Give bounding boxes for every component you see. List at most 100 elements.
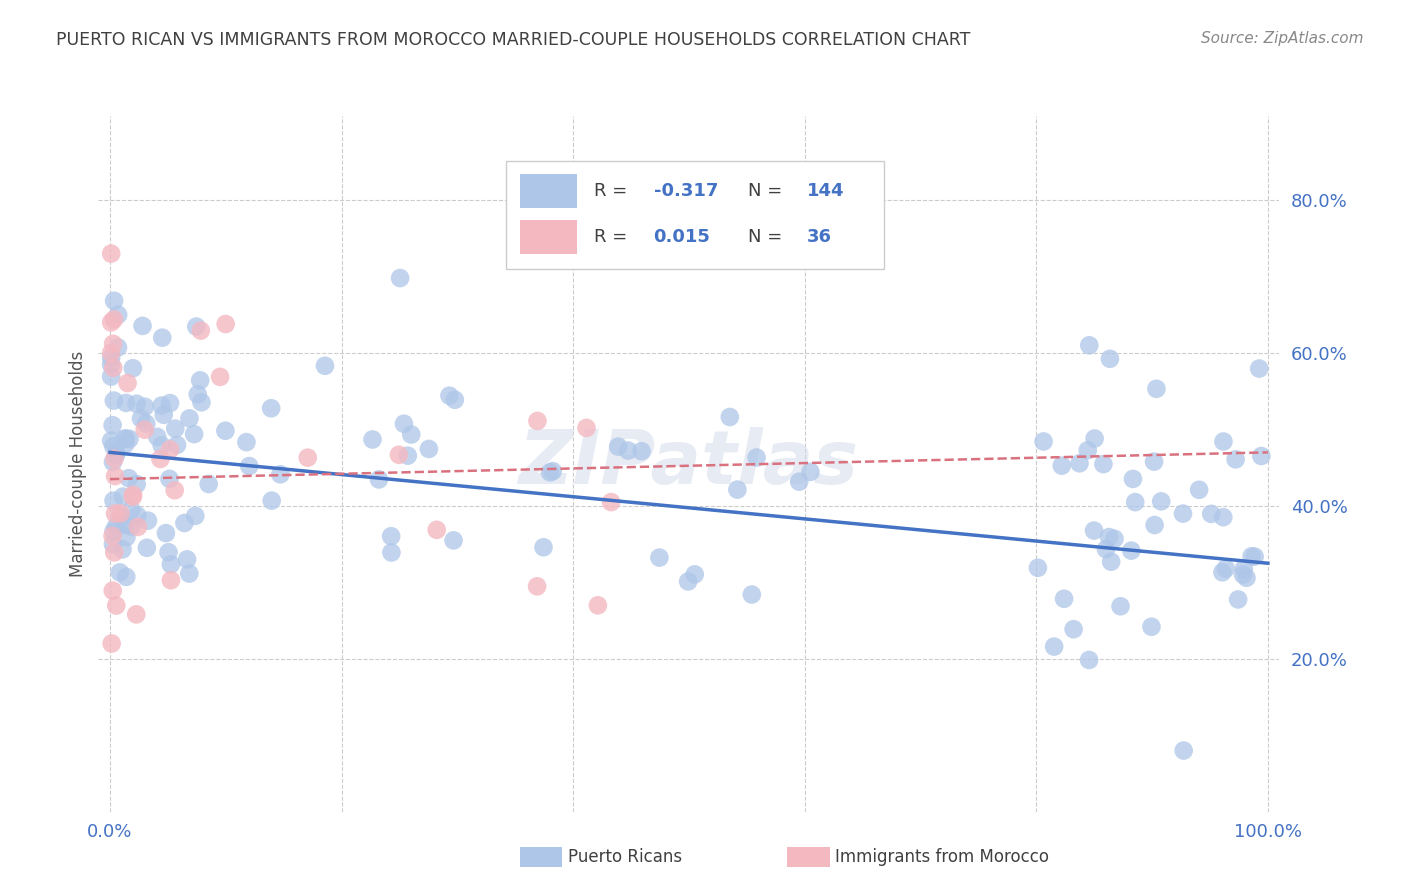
- Point: [1084, 432, 1107, 446]
- Point: [190, 395, 212, 409]
- Point: [214, 424, 236, 438]
- Point: [1078, 338, 1101, 352]
- Point: [444, 392, 467, 407]
- Point: [238, 459, 260, 474]
- Point: [104, 448, 127, 462]
- Point: [648, 550, 671, 565]
- Point: [1225, 452, 1247, 467]
- Point: [1232, 567, 1254, 582]
- Point: [115, 431, 138, 445]
- Point: [314, 359, 336, 373]
- Point: [101, 455, 124, 469]
- Point: [392, 417, 415, 431]
- Point: [1146, 382, 1168, 396]
- Point: [1240, 549, 1263, 564]
- Point: [1121, 543, 1143, 558]
- Point: [683, 567, 706, 582]
- Point: [1227, 592, 1250, 607]
- Point: [541, 464, 564, 478]
- Point: [101, 583, 124, 598]
- Point: [1143, 518, 1166, 533]
- Point: [190, 324, 212, 338]
- Point: [396, 449, 419, 463]
- Point: [443, 533, 465, 548]
- Text: 36: 36: [807, 228, 832, 246]
- Text: Immigrants from Morocco: Immigrants from Morocco: [835, 848, 1049, 866]
- Point: [103, 360, 125, 375]
- Point: [368, 472, 391, 486]
- Point: [179, 566, 201, 581]
- Point: [146, 430, 169, 444]
- Point: [1077, 443, 1099, 458]
- Text: Puerto Ricans: Puerto Ricans: [568, 848, 682, 866]
- Text: R =: R =: [595, 182, 634, 200]
- Point: [115, 570, 138, 584]
- Point: [121, 490, 143, 504]
- Point: [214, 317, 236, 331]
- Point: [718, 409, 741, 424]
- Point: [1212, 434, 1234, 449]
- Point: [799, 465, 821, 479]
- Point: [526, 579, 548, 593]
- Point: [101, 529, 124, 543]
- Point: [160, 558, 183, 572]
- Point: [135, 417, 157, 431]
- Point: [1171, 507, 1194, 521]
- Point: [787, 475, 810, 489]
- Point: [1188, 483, 1211, 497]
- Point: [165, 422, 187, 436]
- Point: [135, 541, 157, 555]
- FancyBboxPatch shape: [520, 220, 576, 253]
- Point: [380, 545, 402, 559]
- Point: [1098, 351, 1121, 366]
- Point: [112, 432, 135, 446]
- Point: [725, 483, 748, 497]
- Point: [100, 351, 122, 365]
- Point: [1201, 507, 1223, 521]
- Point: [586, 599, 609, 613]
- Point: [155, 526, 177, 541]
- Point: [1250, 449, 1272, 463]
- Point: [118, 432, 141, 446]
- Point: [630, 444, 652, 458]
- Point: [107, 308, 129, 322]
- Point: [103, 293, 125, 308]
- Point: [103, 545, 125, 559]
- Point: [426, 523, 449, 537]
- Point: [389, 271, 412, 285]
- Text: -0.317: -0.317: [654, 182, 718, 200]
- Point: [125, 477, 148, 491]
- Point: [127, 520, 149, 534]
- Point: [100, 369, 122, 384]
- Point: [159, 396, 181, 410]
- Point: [101, 418, 124, 433]
- Point: [103, 312, 125, 326]
- Point: [186, 319, 208, 334]
- Point: [173, 516, 195, 530]
- Point: [150, 399, 173, 413]
- Point: [115, 396, 138, 410]
- Point: [1032, 434, 1054, 449]
- Point: [105, 445, 128, 459]
- Point: [380, 529, 402, 543]
- Point: [260, 493, 283, 508]
- Point: [399, 427, 422, 442]
- Point: [149, 451, 172, 466]
- Point: [418, 442, 440, 456]
- Point: [150, 331, 173, 345]
- Point: [111, 542, 134, 557]
- Text: Source: ZipAtlas.com: Source: ZipAtlas.com: [1201, 31, 1364, 46]
- Point: [439, 389, 461, 403]
- Point: [745, 450, 768, 465]
- Text: ZIPatlas: ZIPatlas: [519, 427, 859, 500]
- Point: [1212, 510, 1234, 524]
- Point: [100, 246, 122, 260]
- Point: [197, 477, 219, 491]
- Point: [533, 541, 555, 555]
- Point: [1123, 495, 1146, 509]
- Point: [586, 200, 609, 214]
- Point: [103, 451, 125, 466]
- Point: [166, 438, 188, 452]
- Point: [1104, 532, 1126, 546]
- Text: 0.015: 0.015: [654, 228, 710, 246]
